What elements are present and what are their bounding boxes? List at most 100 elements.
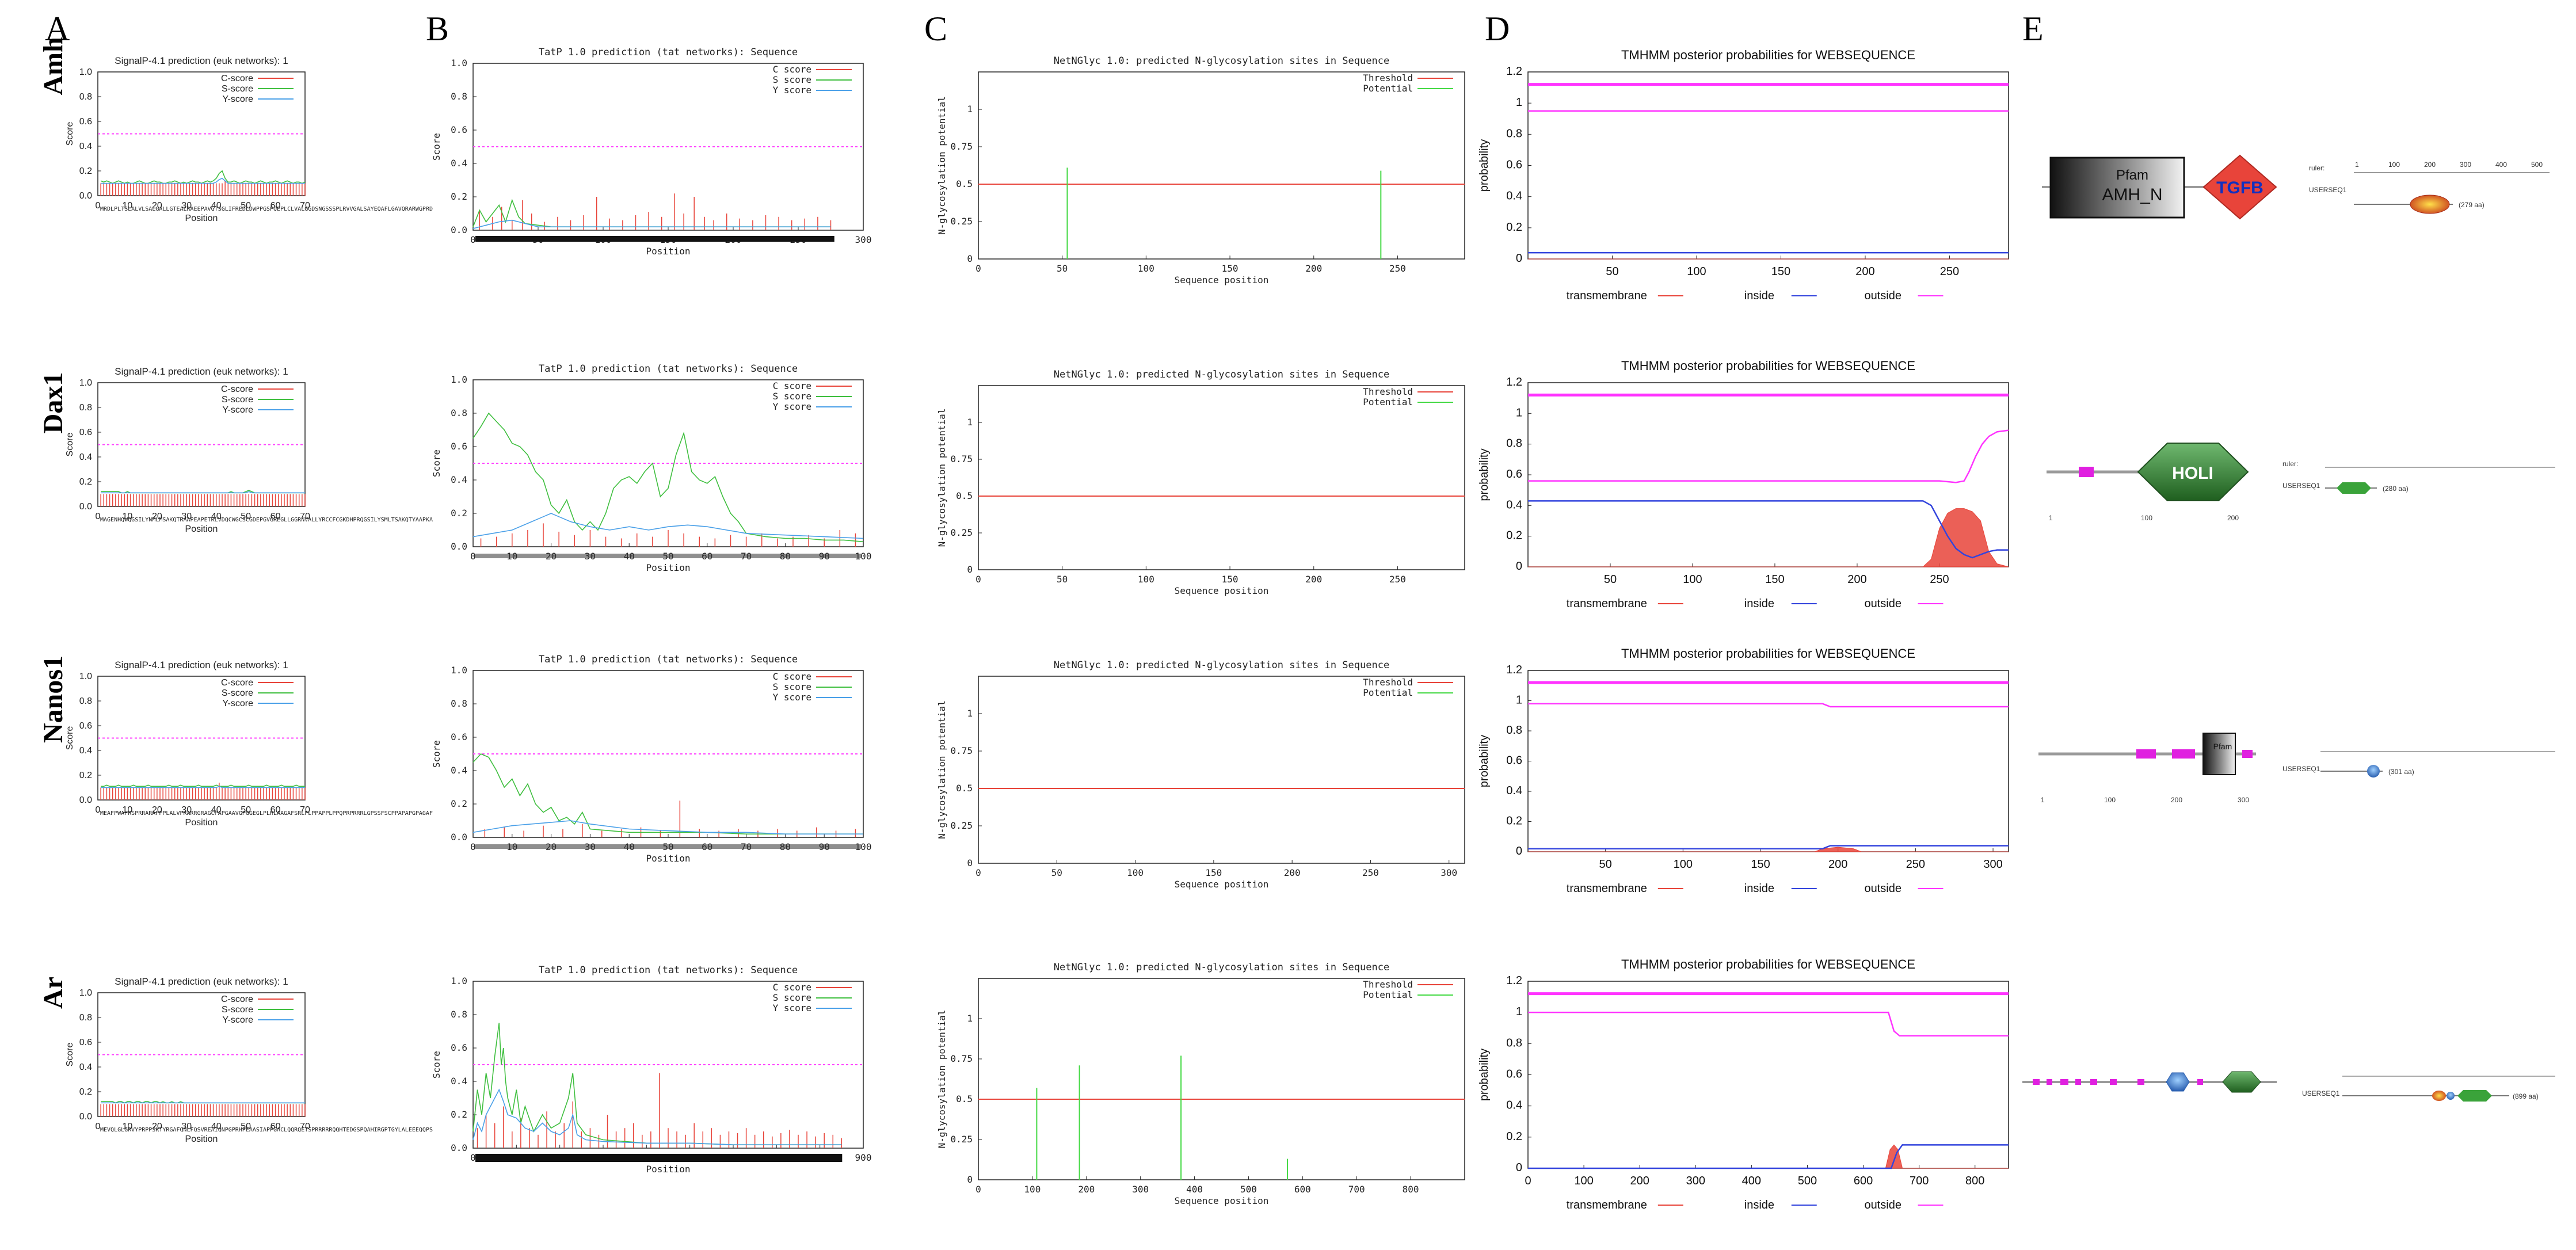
panel-letter-b: B xyxy=(426,10,449,48)
chart-title: TatP 1.0 prediction (tat networks): Sequ… xyxy=(539,965,798,976)
length-label: (280 aa) xyxy=(2383,485,2409,493)
holi-label: HOLI xyxy=(2172,464,2213,483)
legend-label: Threshold xyxy=(1363,677,1413,688)
x-axis-label: Sequence position xyxy=(1175,585,1269,596)
x-tick-label: 50 xyxy=(1599,858,1612,871)
chart-title: SignalP-4.1 prediction (euk networks): 1 xyxy=(115,660,288,670)
y-axis-label: N-glycosylation potential xyxy=(936,1010,947,1149)
legend-label: S score xyxy=(773,681,811,692)
series-line-y-score xyxy=(101,786,305,788)
plot-frame xyxy=(978,385,1465,570)
low-complexity-segment xyxy=(2137,1079,2144,1085)
chart-title: TatP 1.0 prediction (tat networks): Sequ… xyxy=(539,363,798,375)
x-tick-label: 150 xyxy=(1771,265,1790,278)
x-tick-label: 70 xyxy=(300,201,310,211)
low-complexity-segment xyxy=(2060,1079,2068,1085)
y-tick-label: 0.8 xyxy=(79,696,92,706)
low-complexity-segment xyxy=(2079,467,2094,477)
y-tick-label: 1 xyxy=(967,708,973,719)
legend-label: S-score xyxy=(222,395,253,405)
x-tick-label: 400 xyxy=(1186,1184,1203,1195)
low-complexity-segment xyxy=(2197,1079,2203,1085)
x-tick-label: 10 xyxy=(123,1122,133,1131)
x-tick-label: 0 xyxy=(96,805,101,815)
x-tick-label: 50 xyxy=(1604,573,1617,586)
x-tick-label: 250 xyxy=(1906,858,1925,871)
sequence-strip: MEVQLGLGRVYPRPPSKTYRGAFQNLFQSVREAIQNPGPR… xyxy=(100,1127,433,1133)
legend-label: Y score xyxy=(773,85,811,96)
x-tick-label: 300 xyxy=(1132,1184,1149,1195)
gene-label-dax1: Dax1 xyxy=(38,372,68,434)
y-tick-label: 1.2 xyxy=(1506,65,1522,78)
x-tick-label: 40 xyxy=(211,201,222,211)
y-tick-label: 0.4 xyxy=(79,452,92,462)
panel-letter-a: A xyxy=(45,10,70,48)
y-tick-label: 0.2 xyxy=(1506,529,1522,542)
x-tick-label: 100 xyxy=(1683,573,1702,586)
x-tick-label: 800 xyxy=(1403,1184,1419,1195)
x-tick-label: 40 xyxy=(211,805,222,815)
x-tick-label: 150 xyxy=(1205,867,1222,878)
plot-frame xyxy=(978,978,1465,1180)
x-tick-label: 100 xyxy=(1127,867,1144,878)
y-tick-label: 0.8 xyxy=(451,698,467,709)
x-tick-label: 900 xyxy=(855,1152,872,1163)
ruler-tick-1: 1 xyxy=(2355,161,2359,169)
x-tick-label: 200 xyxy=(1305,263,1322,274)
scale-200: 200 xyxy=(2171,796,2182,804)
legend-label: inside xyxy=(1744,1199,1774,1211)
x-tick-label: 100 xyxy=(855,841,872,852)
low-complexity-segment xyxy=(2110,1079,2117,1085)
x-tick-label: 0 xyxy=(470,1152,476,1163)
y-tick-label: 0.2 xyxy=(79,477,92,487)
y-tick-label: 0.5 xyxy=(956,178,973,189)
y-tick-label: 0.0 xyxy=(79,1112,92,1122)
y-tick-label: 1.2 xyxy=(1506,376,1522,388)
chart-c-ar: NetNGlyc 1.0: predicted N-glycosylation … xyxy=(936,962,1465,1206)
x-tick-label: 100 xyxy=(1687,265,1706,278)
legend-label: transmembrane xyxy=(1567,597,1647,610)
x-tick-label: 60 xyxy=(270,201,281,211)
x-axis-label: Sequence position xyxy=(1175,879,1269,890)
legend-label: transmembrane xyxy=(1567,882,1647,895)
legend-label: Potential xyxy=(1363,687,1413,698)
x-tick-label: 600 xyxy=(1294,1184,1311,1195)
y-tick-label: 0.6 xyxy=(79,117,92,127)
y-tick-label: 0.5 xyxy=(956,1093,973,1104)
series-line-s-score xyxy=(100,170,306,184)
gene-label-nanos1: Nanos1 xyxy=(38,656,68,743)
legend-label: outside xyxy=(1865,1199,1902,1211)
y-axis-label: probability xyxy=(1478,448,1491,501)
y-tick-label: 0.0 xyxy=(79,191,92,201)
ruler-tick-300: 300 xyxy=(2460,161,2471,169)
x-axis-label: Position xyxy=(646,1164,690,1175)
pfam-amh-n-box xyxy=(2049,157,2185,219)
y-tick-label: 1.2 xyxy=(1506,974,1522,987)
y-tick-label: 0.8 xyxy=(451,1009,467,1020)
domain-dax1: HOLI 1 100 200 ruler: USERSEQ1 (280 aa) xyxy=(2047,443,2555,522)
x-tick-label: 0 xyxy=(96,201,101,211)
legend-label: inside xyxy=(1744,597,1774,610)
y-tick-label: 0.0 xyxy=(79,502,92,512)
y-tick-label: 0 xyxy=(967,253,973,264)
y-axis-label: probability xyxy=(1478,1049,1491,1101)
x-tick-label: 700 xyxy=(1348,1184,1365,1195)
legend-label: outside xyxy=(1865,597,1902,610)
legend-label: C-score xyxy=(221,678,253,688)
x-tick-label: 50 xyxy=(241,1122,251,1131)
low-complexity-segment xyxy=(2090,1079,2097,1085)
chart-title: SignalP-4.1 prediction (euk networks): 1 xyxy=(115,366,288,377)
y-tick-label: 1.0 xyxy=(451,975,467,986)
chart-d-nanos1: TMHMM posterior probabilities for WEBSEQ… xyxy=(1478,646,2009,895)
x-tick-label: 200 xyxy=(1828,858,1847,871)
x-tick-label: 600 xyxy=(1854,1175,1873,1187)
y-tick-label: 0.4 xyxy=(451,1076,467,1087)
x-tick-label: 60 xyxy=(270,1122,281,1131)
chart-title: TatP 1.0 prediction (tat networks): Sequ… xyxy=(539,654,798,665)
y-tick-label: 1 xyxy=(967,417,973,428)
y-tick-label: 0.75 xyxy=(950,453,973,464)
legend-label: Threshold xyxy=(1363,979,1413,990)
x-tick-label: 100 xyxy=(1138,263,1154,274)
x-tick-label: 150 xyxy=(1222,574,1239,585)
x-axis-label: Sequence position xyxy=(1175,275,1269,285)
